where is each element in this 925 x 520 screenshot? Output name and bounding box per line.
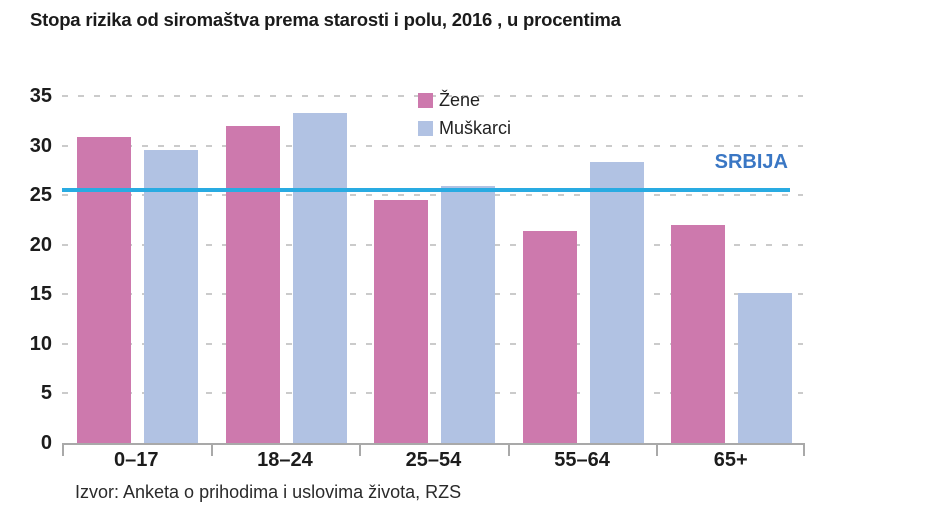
bar-zene-25-54 <box>374 200 429 443</box>
x-axis-tick <box>359 445 362 456</box>
bar-muskarci-18-24 <box>292 112 347 443</box>
x-tick-label-18-24: 18–24 <box>257 449 313 471</box>
legend-label-muskarci: Muškarci <box>439 118 512 138</box>
legend-item-zene: Žene <box>418 90 511 111</box>
legend: Žene Muškarci <box>418 90 511 146</box>
bar-muskarci-55-64 <box>589 162 644 443</box>
x-tick-label-25-54: 25–54 <box>405 449 462 471</box>
y-tick-label-15: 15 <box>29 283 52 306</box>
x-axis-tick <box>803 445 805 456</box>
bar-zene-55-64 <box>522 230 577 443</box>
chart-title: Stopa rizika od siromaštva prema starost… <box>30 9 621 30</box>
reference-line-srbija <box>62 188 790 193</box>
y-tick-label-25: 25 <box>29 184 52 207</box>
y-tick-label-5: 5 <box>40 382 52 405</box>
gridline-30 <box>62 144 803 147</box>
x-axis-tick <box>62 445 64 456</box>
reference-line-label: SRBIJA <box>714 151 788 173</box>
y-tick-label-20: 20 <box>29 233 52 256</box>
y-tick-label-35: 35 <box>29 85 52 107</box>
gridline-25 <box>62 194 803 197</box>
gridline-20 <box>62 243 803 246</box>
gridline-15 <box>62 293 803 296</box>
x-axis-tick <box>210 445 213 456</box>
bar-zene-65 <box>671 224 726 443</box>
y-tick-label-0: 0 <box>40 432 52 454</box>
x-axis-tick <box>507 445 510 456</box>
gridline-5 <box>62 392 803 395</box>
legend-item-muskarci: Muškarci <box>418 118 511 139</box>
legend-label-zene: Žene <box>439 90 481 110</box>
bar-muskarci-25-54 <box>441 186 496 443</box>
bar-muskarci-65 <box>738 293 793 443</box>
x-tick-label-0-17: 0–17 <box>114 449 159 471</box>
legend-swatch-zene <box>418 93 433 108</box>
bar-zene-0-17 <box>77 136 131 443</box>
y-tick-label-10: 10 <box>29 332 52 355</box>
x-tick-label-65: 65+ <box>713 449 748 471</box>
x-axis-tick <box>656 445 659 456</box>
plot-area <box>62 95 803 443</box>
source-caption: Izvor: Anketa o prihodima i uslovima živ… <box>75 482 462 502</box>
x-tick-label-55-64: 55–64 <box>554 449 610 471</box>
bar-zene-18-24 <box>225 125 280 443</box>
bar-muskarci-0-17 <box>144 149 198 443</box>
gridline-10 <box>62 342 803 345</box>
x-axis-line <box>62 443 805 456</box>
y-tick-label-30: 30 <box>29 134 52 157</box>
legend-swatch-muskarci <box>418 121 433 136</box>
